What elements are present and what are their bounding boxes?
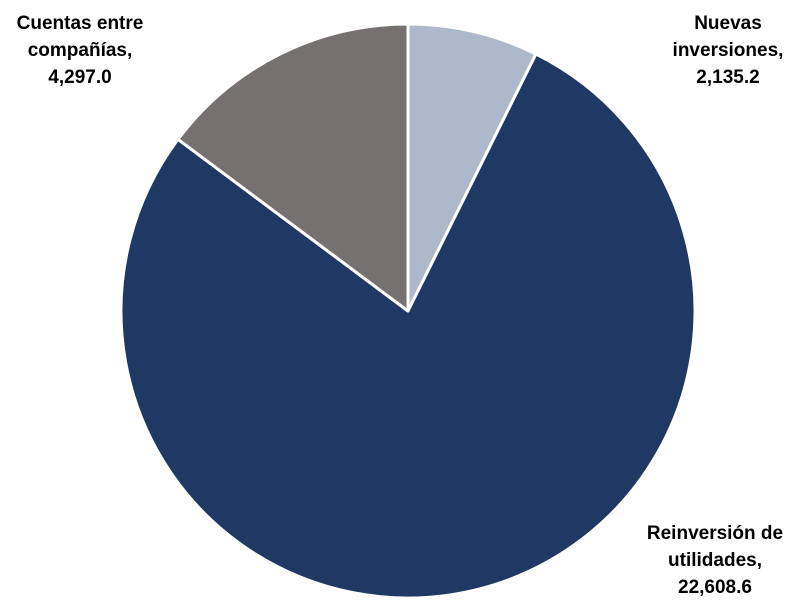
slice-label-line: inversiones, [672,40,784,61]
pie-slice-nuevas-inversiones [406,22,538,313]
slice-label-line: Reinversión de [646,523,784,544]
slice-value-label: 22,608.6 [678,577,752,598]
slice-label-line: Cuentas entre [16,13,144,34]
slice-label-cuentas-entre-companias: Cuentas entre compañías, 4,297.0 [0,10,160,91]
slice-label-reinversion-de-utilidades: Reinversión de utilidades, 22,608.6 [620,520,810,601]
pie-slice-reinversion-de-utilidades [119,52,697,600]
slice-label-line: Nuevas [694,13,762,34]
slice-value-label: 2,135.2 [696,67,760,88]
slice-label-nuevas-inversiones: Nuevas inversiones, 2,135.2 [648,10,808,91]
slice-value-label: 4,297.0 [48,67,112,88]
slice-label-line: utilidades, [668,550,762,571]
pie-slice-cuentas-entre-companias [176,22,410,313]
slice-label-line: compañías, [27,40,133,61]
